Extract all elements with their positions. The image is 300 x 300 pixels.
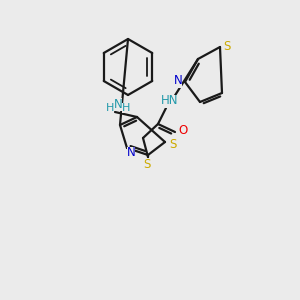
- Text: S: S: [223, 40, 231, 53]
- Text: H: H: [106, 103, 114, 113]
- Text: H: H: [122, 103, 130, 113]
- Text: S: S: [169, 137, 177, 151]
- Text: N: N: [174, 74, 182, 88]
- Text: O: O: [178, 124, 188, 137]
- Text: HN: HN: [161, 94, 179, 107]
- Text: S: S: [143, 158, 151, 172]
- Text: N: N: [127, 146, 135, 160]
- Text: N: N: [114, 98, 122, 110]
